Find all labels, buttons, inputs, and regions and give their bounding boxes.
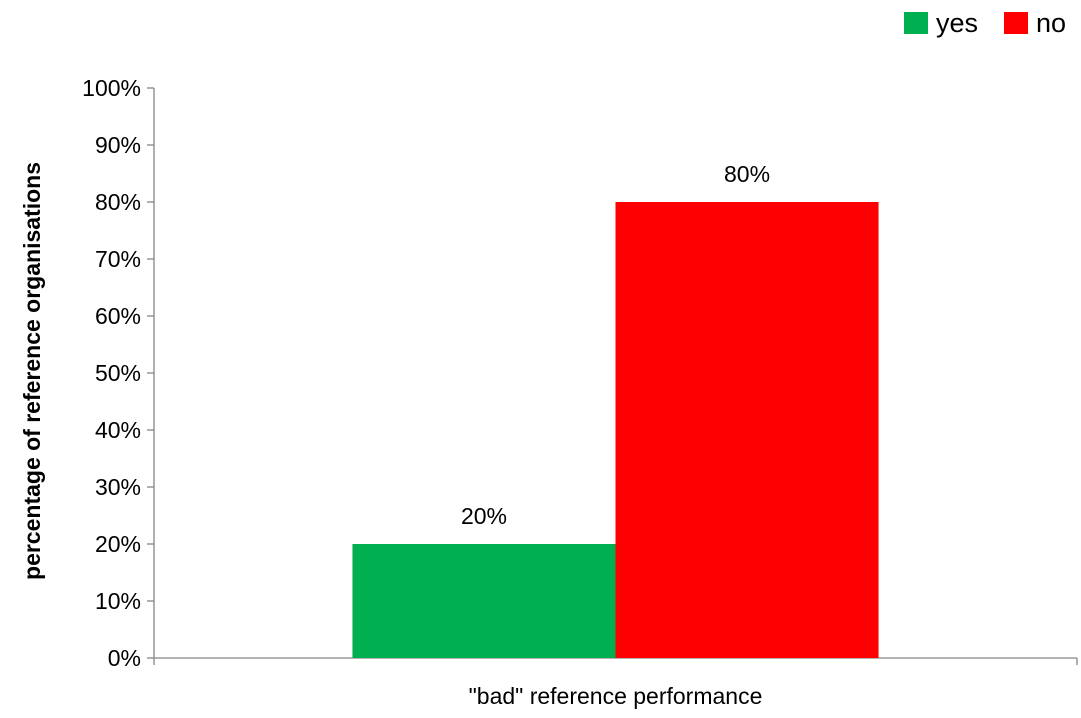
bars [352,202,879,658]
y-tick-label: 60% [95,303,141,329]
y-tick-label: 0% [108,645,141,671]
y-tick-label: 80% [95,189,141,215]
data-label-no: 80% [724,161,770,187]
legend-swatch-no [1004,12,1028,34]
y-tick-label: 30% [95,474,141,500]
data-labels: 20% 80% [461,161,770,529]
y-tick-label: 10% [95,588,141,614]
bar-no [615,202,879,658]
legend-label-no: no [1036,8,1066,38]
y-tick-label: 70% [95,246,141,272]
legend: yes no [904,8,1066,38]
y-tick-label: 20% [95,531,141,557]
legend-swatch-yes [904,12,928,34]
y-tick-label: 100% [82,75,141,101]
y-tick-label: 90% [95,132,141,158]
y-tick-label: 40% [95,417,141,443]
x-axis [153,657,1078,665]
y-axis: 0% 10% 20% 30% 40% 50% 60% 70% 80% 90% 100% [82,75,155,671]
legend-label-yes: yes [936,8,978,38]
bar-yes [352,544,616,658]
y-axis-title: percentage of reference organisations [19,162,45,580]
data-label-yes: 20% [461,503,507,529]
x-axis-title: "bad" reference performance [469,683,763,709]
y-tick-label: 50% [95,360,141,386]
